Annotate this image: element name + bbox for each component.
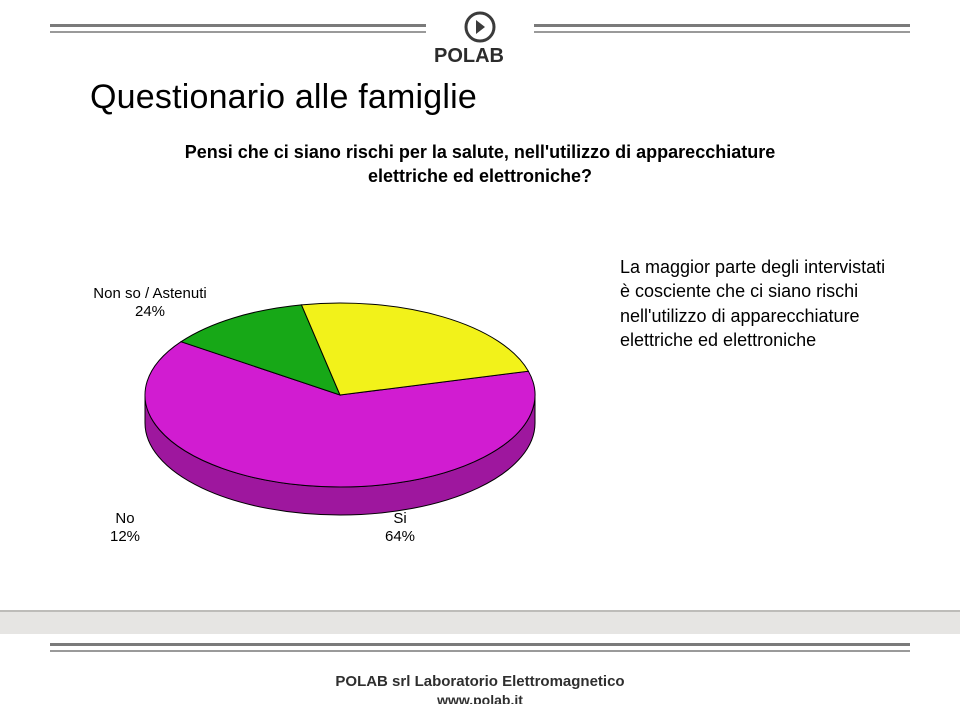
question-line-1: Pensi che ci siano rischi per la salute,…: [185, 142, 775, 162]
footer-org: POLAB srl Laboratorio Elettromagnetico: [0, 673, 960, 690]
footer-rule-thin: [50, 650, 910, 652]
page-title: Questionario alle famiglie: [90, 78, 477, 117]
slice-label-astenuti: Non so / Astenuti 24%: [70, 285, 230, 321]
pie-chart-svg: [80, 230, 580, 550]
footer-rule-thick: [50, 643, 910, 646]
slice-label-si: Si 64%: [370, 510, 430, 546]
question-text: Pensi che ci siano rischi per la salute,…: [0, 140, 960, 189]
page: POLAB Questionario alle famiglie Pensi c…: [0, 0, 960, 704]
question-line-2: elettriche ed elettroniche?: [368, 166, 592, 186]
chevron-circle-icon: [463, 10, 497, 44]
commentary-text: La maggior parte degli intervistati è co…: [620, 255, 900, 352]
brand-name: POLAB: [434, 45, 504, 66]
footer-band: [0, 610, 960, 634]
brand-logo: POLAB: [426, 10, 534, 66]
footer-url: www.polab.it: [0, 692, 960, 704]
pie-chart: Non so / Astenuti 24% No 12% Si 64%: [80, 230, 580, 550]
slice-label-no: No 12%: [95, 510, 155, 546]
brand-wordmark: POLAB: [434, 44, 526, 66]
